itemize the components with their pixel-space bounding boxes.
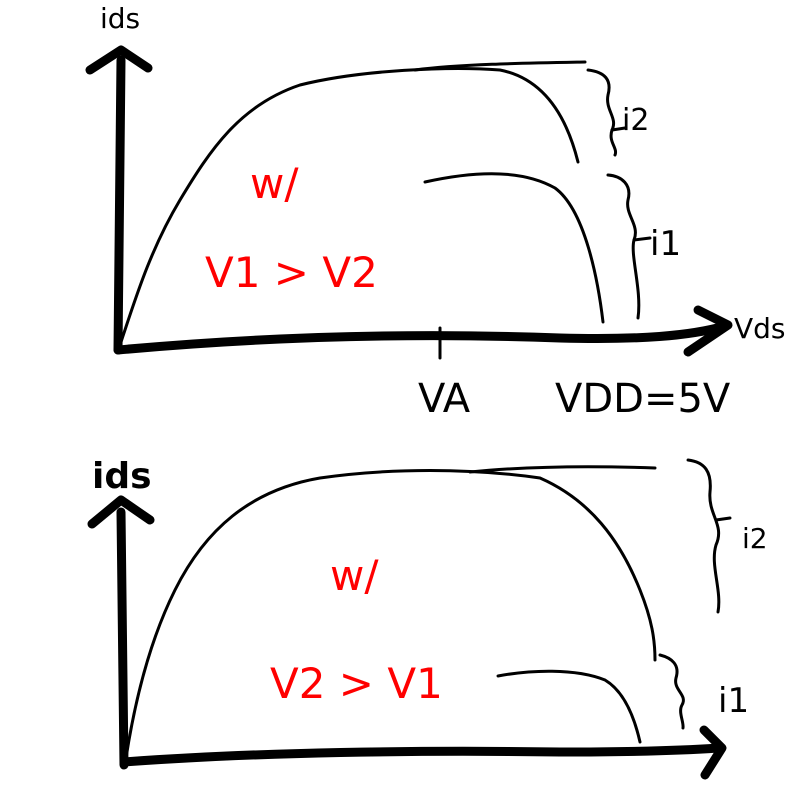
top-brace-i1 [606,173,641,320]
bottom-series-label-i1: i1 [718,681,749,721]
top-x-arrowhead [683,305,733,357]
top-brace-tail [610,126,627,132]
bottom-ylabel: ids [92,456,152,497]
top-y-axis [113,55,126,355]
top-y-arrowhead [85,45,153,75]
bottom-annotation-line1: w/ [330,551,379,600]
bottom-y-arrowhead [87,495,155,529]
top-tick-label-vdd: VDD=5V [555,376,731,422]
bottom-brace-i1 [658,653,685,730]
top-annotation-line1: w/ [250,159,299,208]
bottom-x-arrowhead [699,725,727,780]
top-series-label-i2: i2 [622,103,649,138]
bottom-x-axis [119,743,723,767]
top-tick-label-va: VA [418,376,471,422]
top-series-label-i1: i1 [650,224,681,264]
top-chart: ids Vds VA VDD=5V i2 i1 w/ V1 > V2 [85,2,786,422]
bottom-curve-i1 [496,669,642,744]
top-xlabel: Vds [734,312,786,345]
top-brace-tail-2 [632,236,652,242]
bottom-curve-i2-flat [468,465,657,474]
top-curve-i2-flat [413,60,587,72]
bottom-chart: ids i2 i1 w/ V2 > V1 [87,456,768,780]
top-ylabel: ids [100,2,140,35]
bottom-annotation-line2: V2 > V1 [270,659,443,708]
top-curve-i1 [423,172,605,324]
bottom-y-axis [116,507,129,770]
top-annotation-line2: V1 > V2 [205,248,378,297]
bottom-series-label-i2: i2 [742,522,768,555]
bottom-brace-tail [714,516,732,522]
top-x-axis [113,321,730,355]
bottom-curve-i2 [124,469,657,760]
top-brace-i2 [586,68,618,157]
top-curve-i2 [118,67,580,347]
bottom-brace-i2 [686,458,721,614]
